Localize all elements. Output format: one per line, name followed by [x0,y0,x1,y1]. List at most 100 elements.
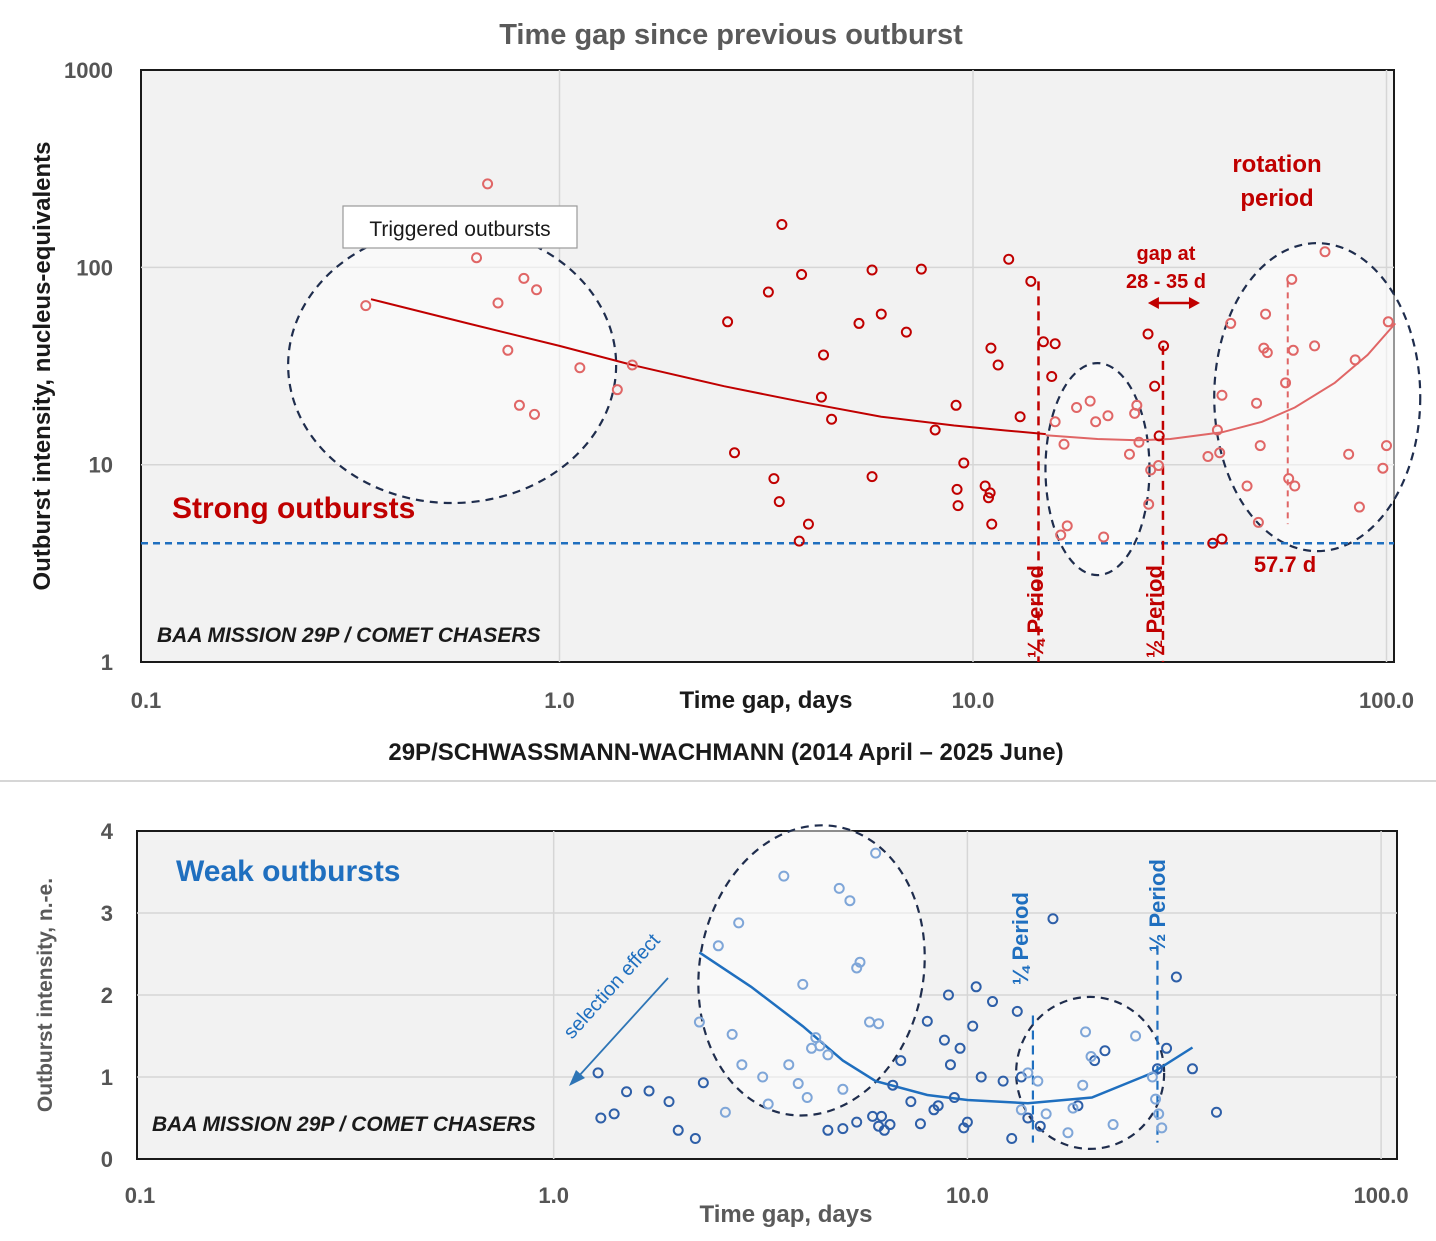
data-point [1047,913,1059,925]
bottom-x-tick-label: 100.0 [1354,1183,1409,1208]
bottom-x-axis-label: Time gap, days [700,1201,873,1228]
selection-arrow-head [569,1070,585,1086]
trend-curve [698,951,1194,1105]
data-point [773,496,785,508]
data-point [932,1100,944,1112]
triggered-box-label: Triggered outbursts [369,218,550,241]
data-point [595,1112,607,1124]
data-point [866,264,878,276]
top-y-tick-label: 1 [101,650,113,675]
data-point [961,1116,973,1128]
data-point [1046,370,1058,382]
data-point [921,1015,933,1027]
data-point [1080,1026,1092,1038]
data-point [944,1059,956,1071]
data-point [1003,253,1015,265]
data-point [1280,377,1292,389]
data-point [729,447,741,459]
data-point [518,272,530,284]
data-point [1286,273,1298,285]
data-point [905,1096,917,1108]
quarter-period-label: ¼ Period [1023,565,1048,658]
data-point [643,1085,655,1097]
data-point [967,1020,979,1032]
data-point [1146,1071,1158,1083]
bottom-y-tick-label: 2 [101,983,113,1008]
data-point [762,1098,774,1110]
data-point [1319,246,1331,258]
data-point [502,344,514,356]
data-point [513,399,525,411]
data-point [951,483,963,495]
data-point [1202,451,1214,463]
data-point [884,1119,896,1131]
data-point [1032,1075,1044,1087]
data-point [1309,340,1321,352]
data-point [663,1096,675,1108]
data-point [982,492,994,504]
data-point [1014,411,1026,423]
bottom-x-tick-label: 10.0 [946,1183,989,1208]
data-point [1170,971,1182,983]
bottom-points [592,847,1222,1144]
top-points [360,178,1394,549]
top-cluster-ellipses [287,225,1422,577]
data-point [1077,1079,1089,1091]
data-point [1153,430,1165,442]
data-point [958,457,970,469]
top-y-tick-label: 1000 [64,58,113,83]
cluster-ellipse [697,824,926,1117]
data-point [1049,416,1061,428]
data-point [873,1018,885,1030]
data-point [844,895,856,907]
data-point [608,1108,620,1120]
data-point [1058,438,1070,450]
bottom-quarter-period-label: ¼ Period [1008,892,1033,985]
data-point [818,349,830,361]
data-point [611,384,623,396]
data-point [592,1067,604,1079]
data-point [942,989,954,1001]
data-point [970,981,982,993]
gap-label-line2: 28 - 35 d [1126,271,1206,293]
data-point [1216,389,1228,401]
data-point [1252,516,1264,528]
data-point [1382,316,1394,328]
top-x-tick-label: 0.1 [131,688,162,713]
data-point [1289,480,1301,492]
data-point [1158,340,1170,352]
data-point [621,1086,633,1098]
data-point [482,178,494,190]
data-point [1022,1067,1034,1079]
triggered-box [342,205,578,249]
data-point [1210,1106,1222,1118]
data-point [712,940,724,952]
data-point [1153,1108,1165,1120]
data-point [997,1075,1009,1087]
half-period-label: ½ Period [1142,565,1167,658]
bottom-y-tick-label: 4 [101,819,114,844]
data-point [854,956,866,968]
data-point [783,1059,795,1071]
data-point [626,359,638,371]
data-point [1156,1122,1168,1134]
top-trend-curves [370,298,1397,442]
data-point [851,1116,863,1128]
data-point [792,1078,804,1090]
data-point [1143,498,1155,510]
cluster-ellipse [1015,995,1166,1151]
data-point [1343,448,1355,460]
top-x-tick-label: 10.0 [952,688,995,713]
data-point [837,1123,849,1135]
data-point [1130,1030,1142,1042]
data-point [876,1110,888,1122]
data-point [726,1028,738,1040]
data-point [833,882,845,894]
data-point [1131,399,1143,411]
data-point [689,1133,701,1144]
data-point [1241,480,1253,492]
strong-outbursts-label: Strong outbursts [172,492,415,525]
data-point [985,342,997,354]
data-point [793,535,805,547]
data-point [1150,1093,1162,1105]
